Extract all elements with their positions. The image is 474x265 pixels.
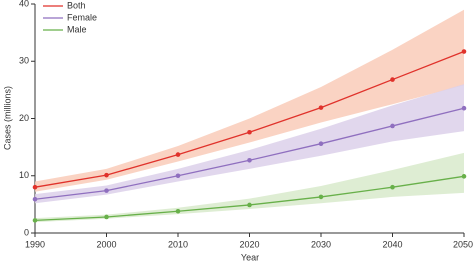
legend-label: Female	[67, 12, 97, 22]
data-point	[390, 123, 395, 129]
x-tick-label: 2030	[311, 239, 331, 249]
x-tick-label: 2040	[382, 239, 402, 249]
data-point	[390, 77, 395, 82]
y-tick-label: 40	[19, 0, 29, 8]
confidence-band	[35, 9, 464, 192]
data-point	[390, 184, 395, 190]
data-point	[247, 157, 252, 163]
confidence-band	[35, 152, 464, 223]
data-point	[318, 194, 324, 200]
data-point	[104, 188, 109, 193]
confidence-band	[35, 84, 464, 204]
data-point	[175, 173, 181, 179]
y-tick-label: 10	[19, 170, 29, 180]
x-axis-label: Year	[241, 252, 259, 262]
y-tick-label: 30	[19, 56, 29, 66]
x-tick-label: 2010	[168, 239, 188, 249]
data-point	[104, 214, 109, 220]
data-point	[247, 202, 252, 208]
x-tick-label: 1990	[25, 239, 45, 249]
data-point	[461, 105, 467, 111]
legend-label: Male	[67, 24, 87, 34]
data-point	[32, 218, 38, 223]
data-point	[461, 49, 467, 54]
x-tick-label: 2020	[239, 239, 259, 249]
data-point	[318, 141, 324, 146]
y-axis-label: Cases (millions)	[2, 86, 12, 150]
data-point	[175, 152, 181, 157]
x-tick-label: 2000	[96, 239, 116, 249]
data-point	[104, 172, 109, 178]
data-point	[461, 174, 467, 179]
data-point	[175, 208, 181, 214]
data-point	[32, 184, 38, 190]
x-tick-label: 2050	[453, 239, 473, 249]
data-point	[247, 129, 252, 135]
data-point	[32, 196, 38, 202]
y-tick-label: 20	[19, 113, 29, 123]
legend-label: Both	[67, 0, 86, 10]
data-point	[318, 105, 324, 110]
y-tick-label: 0	[24, 227, 29, 237]
